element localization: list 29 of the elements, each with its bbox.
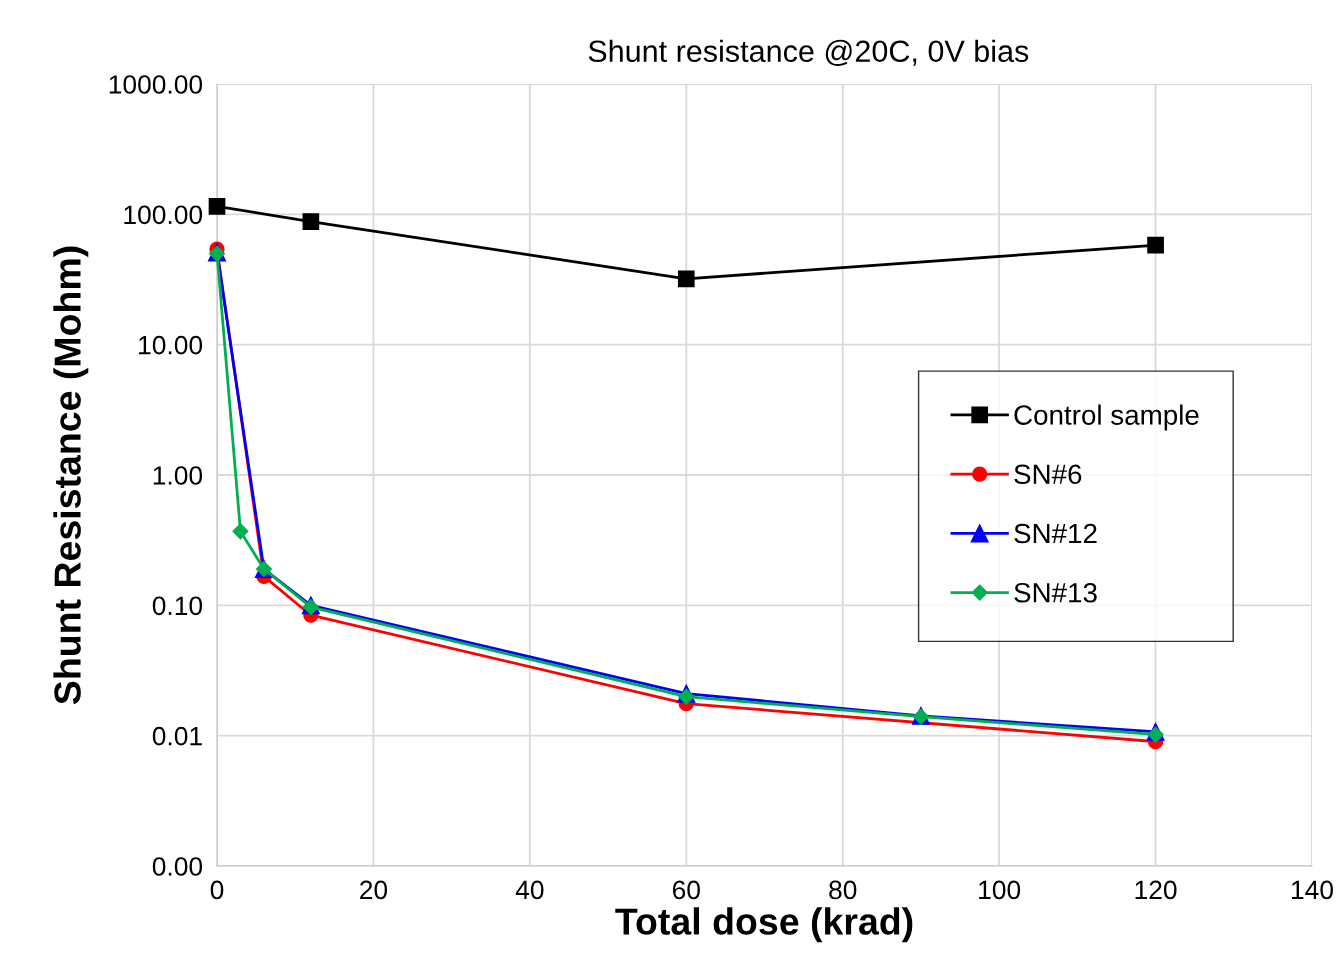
legend-label: SN#6 (1014, 464, 1082, 485)
y-tick-label: 0.01 (152, 726, 202, 746)
point (208, 198, 226, 215)
y-tick-label: 0.00 (152, 857, 203, 876)
y-tick-label: 10.00 (139, 335, 203, 355)
point (302, 213, 320, 230)
point (1147, 726, 1164, 743)
legend-label: Control sample (1014, 404, 1199, 431)
x-tick-label: 0 (210, 880, 224, 900)
x-tick-label: 40 (515, 880, 544, 900)
point (678, 688, 695, 705)
legend-label: SN#12 (1014, 523, 1097, 544)
y-tick-label: 0.10 (152, 596, 203, 616)
x-tick-label: 100 (979, 880, 1021, 900)
y-axis-title: Shunt Resistance (Mohm) (53, 246, 89, 705)
y-tick-label: 1000.00 (109, 75, 203, 94)
x-tick-label: 60 (672, 880, 700, 900)
legend-label: SN#13 (1014, 582, 1097, 603)
x-tick-label: 80 (829, 880, 857, 900)
x-tick-label: 20 (360, 880, 388, 900)
point (1147, 236, 1164, 254)
y-tick-label: 100.00 (124, 205, 203, 225)
y-tick-label: 1.00 (153, 466, 203, 485)
x-axis-title: Total dose (krad) (615, 907, 913, 943)
point (232, 523, 249, 540)
point (677, 270, 695, 288)
chart-title: Shunt resistance @20C, 0V bias (588, 39, 1029, 66)
x-tick-label: 120 (1135, 880, 1177, 900)
x-tick-label: 140 (1292, 880, 1333, 900)
